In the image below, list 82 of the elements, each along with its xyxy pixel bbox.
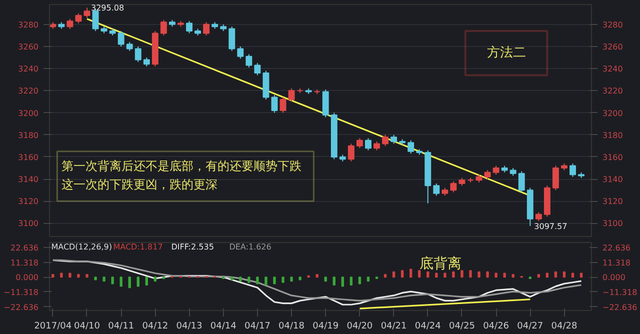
y2-tick-label: 11.318 — [602, 258, 630, 268]
annotation: 这一次的下跌更凶，跌的更深 — [61, 178, 218, 192]
candlestick — [254, 62, 261, 76]
candlestick — [118, 30, 124, 47]
candlestick — [552, 165, 559, 191]
annotation: 第一次背离后还不是底部，有的还要顺势下跌 — [61, 158, 302, 173]
x-tick-label: 04/17 — [244, 322, 270, 332]
candlestick — [356, 138, 363, 149]
x-tick-label: 04/19 — [312, 322, 339, 332]
y-tick-label: −22.636 — [4, 302, 39, 312]
y-tick-label: 3120 — [18, 197, 38, 206]
candlestick — [280, 96, 286, 114]
y-tick-label: 11.318 — [10, 258, 39, 268]
y2-tick-label: 3220 — [602, 86, 623, 96]
y2-tick-label: 3160 — [602, 152, 623, 162]
candlestick — [450, 180, 457, 193]
y-tick-label: 3240 — [18, 64, 38, 74]
y2-tick-label: 3180 — [602, 130, 623, 140]
y-tick-label: 3200 — [18, 108, 38, 118]
y2-tick-label: 3200 — [602, 108, 623, 118]
x-tick-label: 04/12 — [142, 322, 168, 332]
y-tick-label: 3180 — [18, 130, 38, 140]
candlestick — [382, 134, 388, 146]
chart-title: MACD(12,26,9) — [51, 242, 112, 252]
candlestick — [288, 88, 295, 102]
x-tick-label: 04/13 — [176, 322, 202, 332]
y2-tick-label: 0.000 — [602, 273, 626, 282]
candlestick — [433, 182, 440, 196]
y-tick-label: 3260 — [18, 42, 38, 52]
text: DEA:1.626 — [229, 242, 272, 252]
candlestick — [570, 163, 576, 178]
candlestick — [246, 54, 252, 68]
candlestick — [66, 18, 74, 30]
y2-tick-label: 3280 — [602, 20, 623, 30]
x-tick-label: 04/10 — [74, 322, 100, 332]
x-tick-label: 04/28 — [551, 322, 578, 332]
text: DIFF:2.535 — [171, 242, 214, 252]
annotation: 3097.57 — [534, 222, 568, 231]
y2-tick-label: 3260 — [602, 42, 623, 52]
candlestick — [84, 7, 90, 18]
x-tick-label: 04/21 — [380, 322, 407, 332]
candlestick — [203, 22, 210, 36]
y-tick-label: 3100 — [18, 219, 38, 228]
x-tick-label: 04/26 — [483, 322, 510, 332]
candlestick — [364, 138, 372, 151]
y-tick-label: −11.318 — [4, 288, 39, 297]
candlestick — [271, 94, 278, 114]
text: MACD:1.817 — [113, 242, 163, 252]
y-tick-label: 3160 — [18, 152, 38, 162]
annotation: 底背离 — [419, 256, 462, 272]
y2-tick-label: 3100 — [602, 219, 623, 228]
y-tick-label: 3220 — [18, 86, 38, 96]
candlestick — [408, 140, 414, 154]
annotation: 3295.08 — [90, 4, 124, 13]
candlestick — [160, 19, 167, 36]
candlestick — [134, 46, 142, 62]
x-tick-label: 2017/04 — [34, 322, 72, 332]
y-tick-label: 3140 — [18, 175, 38, 184]
x-tick-label: 04/18 — [278, 322, 305, 332]
y2-tick-label: 3140 — [602, 175, 623, 184]
candlestick — [186, 20, 192, 34]
y2-tick-label: 22.636 — [602, 244, 630, 253]
x-tick-label: 04/27 — [517, 322, 544, 332]
x-tick-label: 04/25 — [448, 322, 475, 332]
x-tick-label: 04/20 — [346, 322, 373, 332]
candlestick — [518, 170, 525, 193]
y-tick-label: 0.000 — [16, 273, 39, 282]
candlestick — [75, 12, 82, 24]
x-tick-label: 04/14 — [210, 322, 237, 332]
candlestick — [237, 46, 244, 60]
y2-tick-label: 3120 — [602, 197, 623, 206]
candlestick — [322, 89, 329, 118]
y2-tick-label: −11.318 — [602, 288, 638, 297]
y2-tick-label: −22.636 — [602, 302, 638, 312]
y-tick-label: 22.636 — [10, 244, 39, 253]
x-tick-label: 04/11 — [108, 322, 134, 332]
y-tick-label: 3280 — [18, 20, 38, 30]
candlestick — [228, 26, 236, 52]
annotation: 方法二 — [486, 44, 526, 61]
y2-tick-label: 3240 — [602, 64, 623, 74]
x-tick-label: 04/24 — [414, 322, 442, 332]
candlestick — [348, 143, 354, 162]
